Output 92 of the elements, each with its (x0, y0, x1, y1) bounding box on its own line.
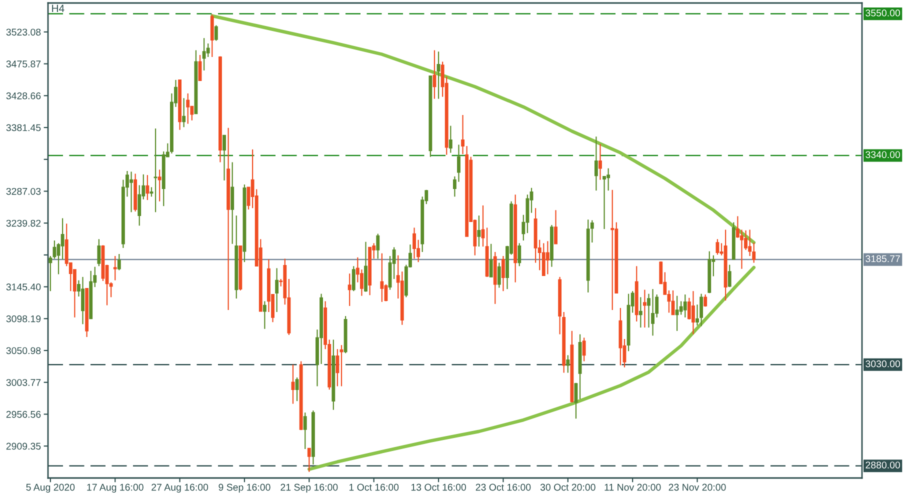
candlestick (182, 98, 186, 128)
chart-title: H4 (52, 4, 64, 12)
candlestick (158, 169, 162, 202)
candlestick (130, 171, 133, 213)
candlestick (97, 238, 101, 267)
ref-line-label: 3550.00 (866, 10, 900, 16)
y-tick-label: 2956.56 (6, 410, 41, 418)
candlestick (146, 174, 150, 201)
candlestick (651, 288, 655, 336)
x-tick-label: 9 Sep 16:00 (218, 484, 270, 493)
candlestick (214, 24, 218, 42)
candlestick (554, 210, 558, 244)
candlestick (638, 296, 642, 328)
candlestick (222, 134, 226, 182)
candlestick (186, 92, 190, 124)
y-tick-label: 3287.03 (6, 188, 41, 195)
candlestick (380, 252, 384, 302)
candlestick (606, 168, 610, 192)
candlestick (352, 266, 356, 292)
candlestick (117, 253, 121, 271)
ref-line-label: 3030.00 (866, 360, 900, 368)
candlestick (574, 382, 578, 420)
candlestick (594, 136, 598, 192)
candlestick (642, 289, 646, 328)
candlestick (113, 255, 117, 281)
x-tick-label: 1 Oct 16:00 (349, 484, 399, 491)
candlestick (262, 300, 266, 330)
candlestick (546, 240, 550, 275)
candlestick (700, 293, 704, 327)
candlestick (81, 276, 84, 325)
candlestick (48, 255, 52, 292)
candlestick (477, 214, 481, 248)
candlestick (501, 255, 505, 292)
y-tick-label: 2909.35 (6, 442, 41, 450)
candlestick (728, 264, 732, 288)
y-tick-label: 3428.66 (6, 92, 41, 100)
candlestick (497, 262, 501, 288)
x-tick-label: 23 Oct 16:00 (476, 484, 531, 491)
candlestick (675, 295, 679, 332)
y-tick-label: 3098.19 (6, 315, 41, 322)
candlestick (448, 125, 452, 154)
x-tick-label: 5 Aug 2020 (26, 484, 75, 493)
y-tick-label: 3239.82 (6, 220, 41, 227)
candlestick (154, 128, 158, 213)
candlestick (348, 273, 352, 306)
candlestick (138, 184, 142, 226)
candlestick (275, 268, 279, 313)
y-tick-label: 3003.77 (6, 379, 41, 386)
candlestick (206, 42, 210, 58)
candlestick (518, 242, 522, 267)
x-tick-label: 11 Nov 20:00 (604, 484, 661, 491)
y-tick-label: 3381.45 (6, 124, 41, 132)
candlestick (598, 143, 602, 180)
candlestick (740, 229, 744, 270)
candlestick (60, 218, 64, 260)
candlestick (610, 189, 614, 311)
line-series (307, 266, 756, 471)
candlestick (704, 294, 708, 308)
candlestick (412, 227, 416, 260)
ref-line-label: 3340.00 (866, 151, 900, 158)
y-tick-label: 3523.08 (6, 28, 41, 36)
candlestick (489, 243, 493, 278)
candlestick (360, 268, 364, 296)
candlestick (336, 348, 340, 387)
x-tick-label: 27 Aug 16:00 (152, 484, 208, 493)
candlestick (542, 242, 546, 276)
y-tick-label: 3145.40 (6, 284, 41, 290)
candlestick (683, 294, 687, 318)
candlestick (376, 233, 380, 260)
y-tick-label: 3050.98 (6, 347, 41, 354)
candlestick (692, 290, 695, 335)
ref-line-label: 3185.77 (866, 255, 900, 262)
candlestick (202, 38, 206, 72)
y-tick-label: 3475.87 (6, 60, 41, 68)
candlestick (210, 14, 214, 58)
x-tick-label: 23 Nov 20:00 (668, 484, 726, 491)
candlestick (461, 114, 464, 155)
candlestick (303, 412, 307, 450)
x-tick-label: 30 Oct 20:00 (540, 484, 596, 491)
candlestick (295, 376, 299, 402)
line-series (210, 14, 756, 244)
x-tick-label: 13 Oct 16:00 (411, 484, 466, 491)
candlestick (602, 176, 606, 230)
candlestick (230, 162, 234, 244)
x-tick-label: 17 Aug 16:00 (87, 484, 144, 493)
ref-line-label: 2880.00 (866, 462, 900, 468)
candlestick (716, 238, 720, 256)
candlestick (582, 337, 586, 362)
x-tick-label: 21 Sep 16:00 (280, 484, 338, 493)
candlestick (307, 448, 311, 472)
candlestick (748, 229, 752, 257)
candlestick (566, 354, 570, 374)
